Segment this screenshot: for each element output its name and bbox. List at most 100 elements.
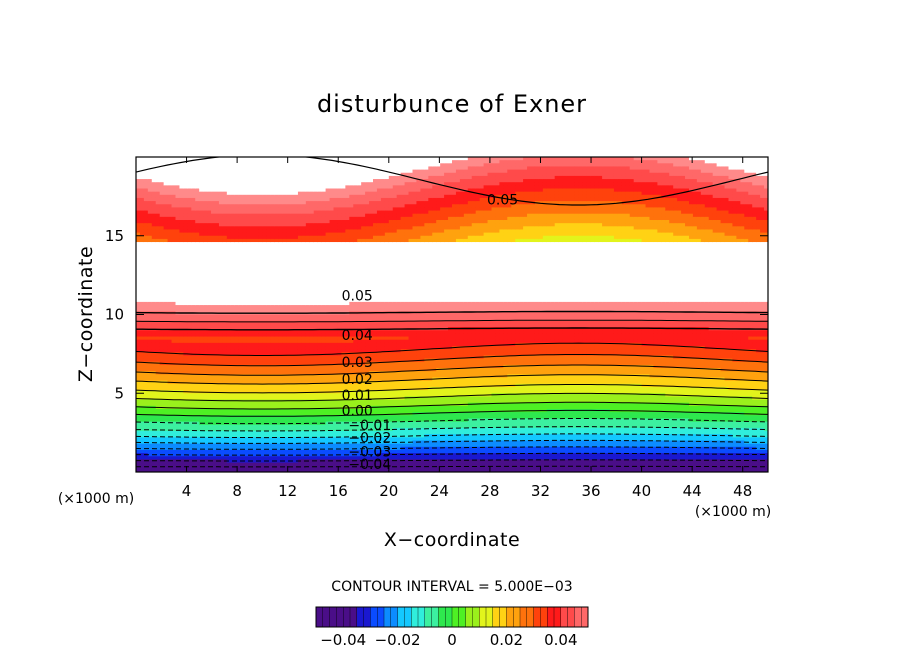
contour-cell [325,383,330,388]
contour-cell [270,223,275,227]
contour-cell [139,210,145,215]
contour-cell [266,308,271,312]
contour-cell [262,352,267,356]
contour-cell [136,346,141,350]
contour-cell [274,220,279,224]
contour-cell [151,191,157,196]
contour-cell [266,418,271,422]
contour-cell [215,298,220,303]
contour-cell [179,320,184,325]
contour-cell [290,292,295,296]
contour-cell [270,368,275,372]
contour-cell [270,289,275,293]
contour-cell [270,242,275,246]
contour-cell [226,399,232,404]
contour-cell [215,393,220,397]
contour-cell [321,197,326,202]
contour-cell [211,166,216,170]
contour-cell [254,380,259,385]
contour-cell [179,437,184,441]
contour-cell [325,409,330,413]
contour-cell [167,355,172,359]
contour-cell [171,456,176,460]
contour-cell [238,270,244,274]
contour-cell [274,390,279,394]
contour-cell [215,361,220,366]
contour-cell [313,342,319,347]
contour-cell [179,314,184,319]
contour-cell [151,352,157,356]
contour-cell [321,320,326,325]
contour-cell [321,358,326,363]
contour-cell [163,390,168,394]
contour-cell [191,320,196,325]
contour-cell [222,396,228,400]
contour-cell [187,197,192,202]
contour-cell [301,358,307,363]
contour-cell [163,339,168,344]
contour-cell [151,377,157,382]
contour-cell [191,248,196,252]
contour-cell [325,323,330,328]
contour-cell [167,449,172,454]
contour-cell [203,295,208,300]
contour-cell [297,213,303,218]
contour-cell [278,267,283,271]
contour-cell [222,317,228,322]
contour-cell [191,349,196,353]
contour-cell [159,342,165,347]
contour-cell [274,377,279,382]
contour-cell [179,446,184,451]
contour-cell [325,465,330,470]
contour-cell [179,245,184,249]
contour-cell [258,182,263,186]
contour-cell [294,339,299,344]
contour-cell [294,194,299,199]
contour-cell [266,166,271,170]
contour-cell [159,238,165,243]
contour-cell [207,434,212,438]
contour-cell [183,393,188,397]
contour-cell [250,374,255,378]
contour-cell [254,465,259,470]
contour-cell [199,213,204,218]
contour-cell [207,339,212,344]
contour-cell [167,462,172,467]
contour-cell [203,465,208,470]
contour-cell [195,201,200,205]
contour-cell [290,220,295,224]
contour-cell [313,248,319,252]
contour-cell [147,213,153,218]
contour-cell [254,336,259,341]
contour-cell [234,449,240,454]
contour-cell [286,355,291,359]
contour-cell [155,194,161,199]
contour-cell [163,204,168,208]
contour-cell [143,374,149,378]
contour-cell [282,415,287,419]
contour-cell [270,257,275,262]
contour-cell [226,213,232,218]
contour-cell [266,229,271,233]
contour-cell [262,194,267,199]
contour-cell [175,298,180,303]
contour-cell [215,175,220,180]
contour-cell [159,298,165,303]
contour-cell [258,267,263,271]
contour-cell [262,223,267,227]
contour-cell [215,210,220,215]
contour-cell [211,169,216,174]
contour-cell [139,172,145,177]
contour-cell [203,270,208,274]
contour-cell [234,393,240,397]
contour-cell [234,336,240,341]
contour-cell [294,468,299,472]
contour-cell [258,257,263,262]
contour-cell [218,364,224,369]
contour-cell [246,437,251,441]
contour-cell [211,182,216,186]
contour-cell [143,323,149,328]
contour-cell [218,377,224,382]
contour-cell [294,320,299,325]
contour-cell [297,295,303,300]
